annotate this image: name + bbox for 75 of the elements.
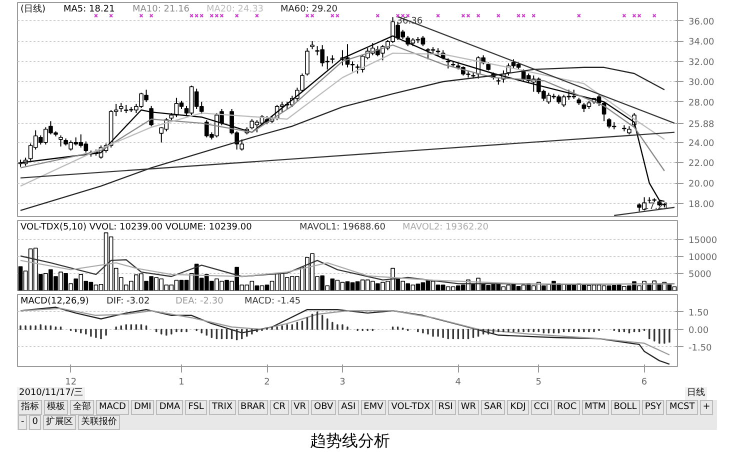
chart-title: MACD(12,26,9) xyxy=(20,296,89,306)
y-tick-label: 36.00 xyxy=(688,17,715,28)
text: BOLL xyxy=(610,400,640,415)
x-tick-label: 4 xyxy=(455,378,462,388)
text: 日线 xyxy=(685,387,707,400)
text: MAVOL2: 19362.20 xyxy=(402,222,489,232)
y-tick-label: 20.00 xyxy=(688,180,715,190)
text: DMA xyxy=(156,400,184,415)
y-tick-label: 18.00 xyxy=(688,200,715,210)
x-tick-label: 12 xyxy=(65,378,77,388)
text: PSY xyxy=(642,400,664,415)
series-label: MACD: -1.45 xyxy=(244,296,301,306)
y-tick-label: 28.00 xyxy=(688,98,715,108)
chart-title: VOL-TDX(5,10) VVOL: 10239.00 VOLUME: 10239.00 xyxy=(20,222,252,232)
x-tick-label: 1 xyxy=(178,378,184,388)
candlestick xyxy=(118,102,124,113)
text: FSL xyxy=(185,400,207,415)
text: MA5: 18.21 xyxy=(64,4,115,14)
text: WR xyxy=(458,400,479,415)
text: KDJ xyxy=(507,400,529,415)
series-label: DEA: -2.30 xyxy=(176,296,224,306)
line-series xyxy=(20,308,670,356)
y-tick-label: 32.00 xyxy=(688,58,715,68)
text: DMI xyxy=(130,400,154,415)
text: MAVOL1: 19688.60 xyxy=(300,222,386,232)
x-tick-label: 6 xyxy=(641,378,648,388)
text: 指标 xyxy=(18,400,42,415)
text: MA10: 21.16 xyxy=(132,4,190,14)
text: RSI xyxy=(435,400,456,415)
y-tick-label: -1.50 xyxy=(688,343,712,354)
text: 关联报价 xyxy=(78,415,120,430)
text: MCST xyxy=(666,400,698,415)
candlestick xyxy=(305,48,310,76)
candlestick xyxy=(622,124,626,132)
text: 全部 xyxy=(70,400,94,415)
y-tick-label: 34.00 xyxy=(688,38,715,48)
y-tick-label: 1.50 xyxy=(688,308,709,318)
text: 2010/11/17/三 xyxy=(17,387,85,400)
text: 0 xyxy=(29,415,41,430)
line-series xyxy=(20,44,666,172)
y-tick-label: 24.00 xyxy=(688,138,715,149)
text: BRAR xyxy=(238,400,268,415)
text: EMV xyxy=(360,400,386,415)
y-tick-label: 25.88 xyxy=(688,120,715,130)
text: 趋势线分析 xyxy=(309,430,391,452)
x-tick-label: 5 xyxy=(536,378,542,388)
text: - xyxy=(18,415,28,430)
line-series xyxy=(20,52,666,187)
y-tick-label: 30.00 xyxy=(688,78,715,88)
text: TRIX xyxy=(208,400,236,415)
candlestick xyxy=(58,134,63,148)
y-tick-label: 10000 xyxy=(688,252,718,263)
text: 扩展区 xyxy=(42,415,76,430)
text: CR xyxy=(270,400,289,415)
text: VR xyxy=(290,400,309,415)
text: VOL-TDX xyxy=(388,400,434,415)
text: SAR xyxy=(481,400,506,415)
x-tick-label: 3 xyxy=(340,378,346,388)
text: CCI xyxy=(530,400,552,415)
series-label: DIF: -3.02 xyxy=(106,296,150,306)
text: 模板 xyxy=(44,400,68,415)
text: MA20: 24.33 xyxy=(206,4,264,14)
y-tick-label: 15000 xyxy=(688,236,718,246)
text: OBV xyxy=(310,400,336,415)
x-tick-label: 2 xyxy=(264,378,270,388)
text: MTM xyxy=(582,400,609,415)
text: ROC xyxy=(554,400,580,415)
chart-title: (日线) xyxy=(20,4,46,14)
text: + xyxy=(700,400,714,415)
y-tick-label: 0.00 xyxy=(688,326,709,336)
text: MACD xyxy=(96,400,129,415)
y-tick-label: 5000 xyxy=(688,270,712,280)
text: ASI xyxy=(338,400,359,415)
y-tick-label: 22.00 xyxy=(688,159,715,170)
text: MA60: 29.20 xyxy=(280,4,338,14)
